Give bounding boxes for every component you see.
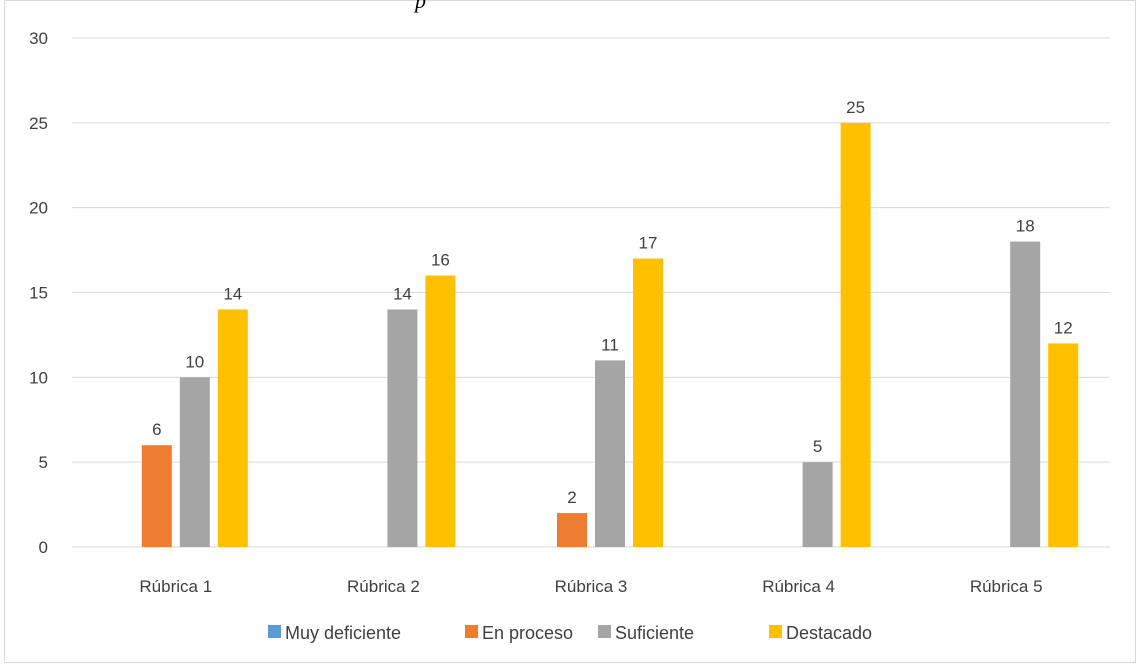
bar (557, 513, 587, 547)
legend-swatch (268, 625, 281, 638)
legend-label: Destacado (786, 623, 872, 643)
data-label: 25 (846, 98, 865, 117)
x-axis: Rúbrica 1 Rúbrica 2 Rúbrica 3 Rúbrica 4 Rúbr… (139, 577, 1042, 596)
bar (595, 360, 625, 547)
x-tick-label: Rúbrica 5 (970, 577, 1043, 596)
legend: Muy deficiente En proceso Suficiente Destac… (268, 623, 872, 643)
data-label: 2 (567, 488, 576, 507)
y-tick-label: 5 (39, 453, 48, 472)
y-tick-label: 20 (29, 199, 48, 218)
chart-frame (4, 0, 1136, 663)
x-tick-label: Rúbrica 3 (555, 577, 628, 596)
bar (1010, 241, 1041, 547)
data-label: 5 (813, 437, 822, 456)
legend-swatch (598, 625, 611, 638)
bar (840, 122, 871, 547)
gridlines (72, 37, 1110, 548)
data-label: 14 (393, 284, 412, 303)
data-label: 14 (223, 284, 242, 303)
y-tick-label: 15 (29, 284, 48, 303)
chart-title-fragment: p (415, 0, 426, 13)
x-tick-label: Rúbrica 1 (139, 577, 212, 596)
bar (387, 309, 418, 547)
bar (141, 445, 172, 547)
legend-label: Suficiente (615, 623, 694, 643)
data-label: 12 (1054, 318, 1073, 337)
x-tick-label: Rúbrica 2 (347, 577, 420, 596)
data-labels: 6 10 14 14 16 2 11 17 5 25 18 12 (152, 98, 1073, 507)
y-tick-label: 30 (29, 29, 48, 48)
x-tick-label: Rúbrica 4 (762, 577, 835, 596)
y-tick-label: 0 (39, 538, 48, 557)
data-label: 16 (431, 251, 450, 270)
bars (141, 122, 1079, 547)
legend-swatch (465, 625, 478, 638)
data-label: 6 (152, 420, 161, 439)
data-label: 18 (1016, 217, 1035, 236)
y-tick-label: 25 (29, 114, 48, 133)
bar (179, 377, 210, 547)
data-label: 10 (185, 352, 204, 371)
data-label: 11 (601, 335, 619, 354)
y-axis: 0 5 10 15 20 25 30 (29, 29, 48, 557)
y-tick-label: 10 (29, 368, 48, 387)
legend-swatch (769, 625, 782, 638)
bar (425, 275, 456, 547)
legend-label: Muy deficiente (285, 623, 401, 643)
bar (633, 258, 663, 547)
data-label: 17 (639, 234, 658, 253)
bar (217, 309, 248, 547)
bar (802, 462, 833, 547)
legend-label: En proceso (482, 623, 573, 643)
bar (1048, 343, 1079, 547)
